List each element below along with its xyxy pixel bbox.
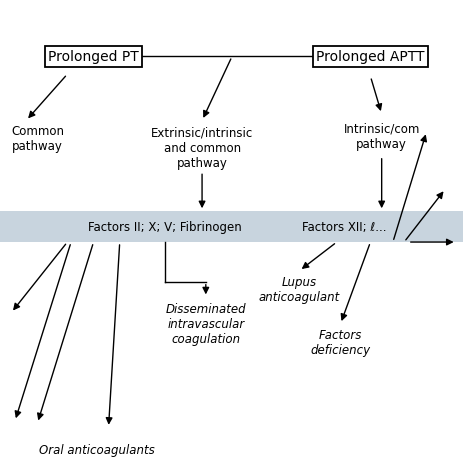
Text: Intrinsic/com
pathway: Intrinsic/com pathway bbox=[343, 123, 419, 150]
Text: Oral anticoagulants: Oral anticoagulants bbox=[39, 443, 155, 456]
Text: Extrinsic/intrinsic
and common
pathway: Extrinsic/intrinsic and common pathway bbox=[150, 126, 253, 169]
Text: Factors
deficiency: Factors deficiency bbox=[310, 329, 370, 357]
Text: Disseminated
intravascular
coagulation: Disseminated intravascular coagulation bbox=[165, 302, 245, 345]
Text: Factors II; X; V; Fibrinogen: Factors II; X; V; Fibrinogen bbox=[88, 220, 241, 233]
Text: Common
pathway: Common pathway bbox=[11, 125, 64, 153]
Text: Prolonged PT: Prolonged PT bbox=[48, 50, 138, 64]
Text: Factors XII; ℓ...: Factors XII; ℓ... bbox=[301, 220, 386, 233]
Bar bbox=[0, 212, 463, 243]
Text: Lupus
anticoagulant: Lupus anticoagulant bbox=[258, 275, 339, 304]
Text: Prolonged APTT: Prolonged APTT bbox=[315, 50, 424, 64]
